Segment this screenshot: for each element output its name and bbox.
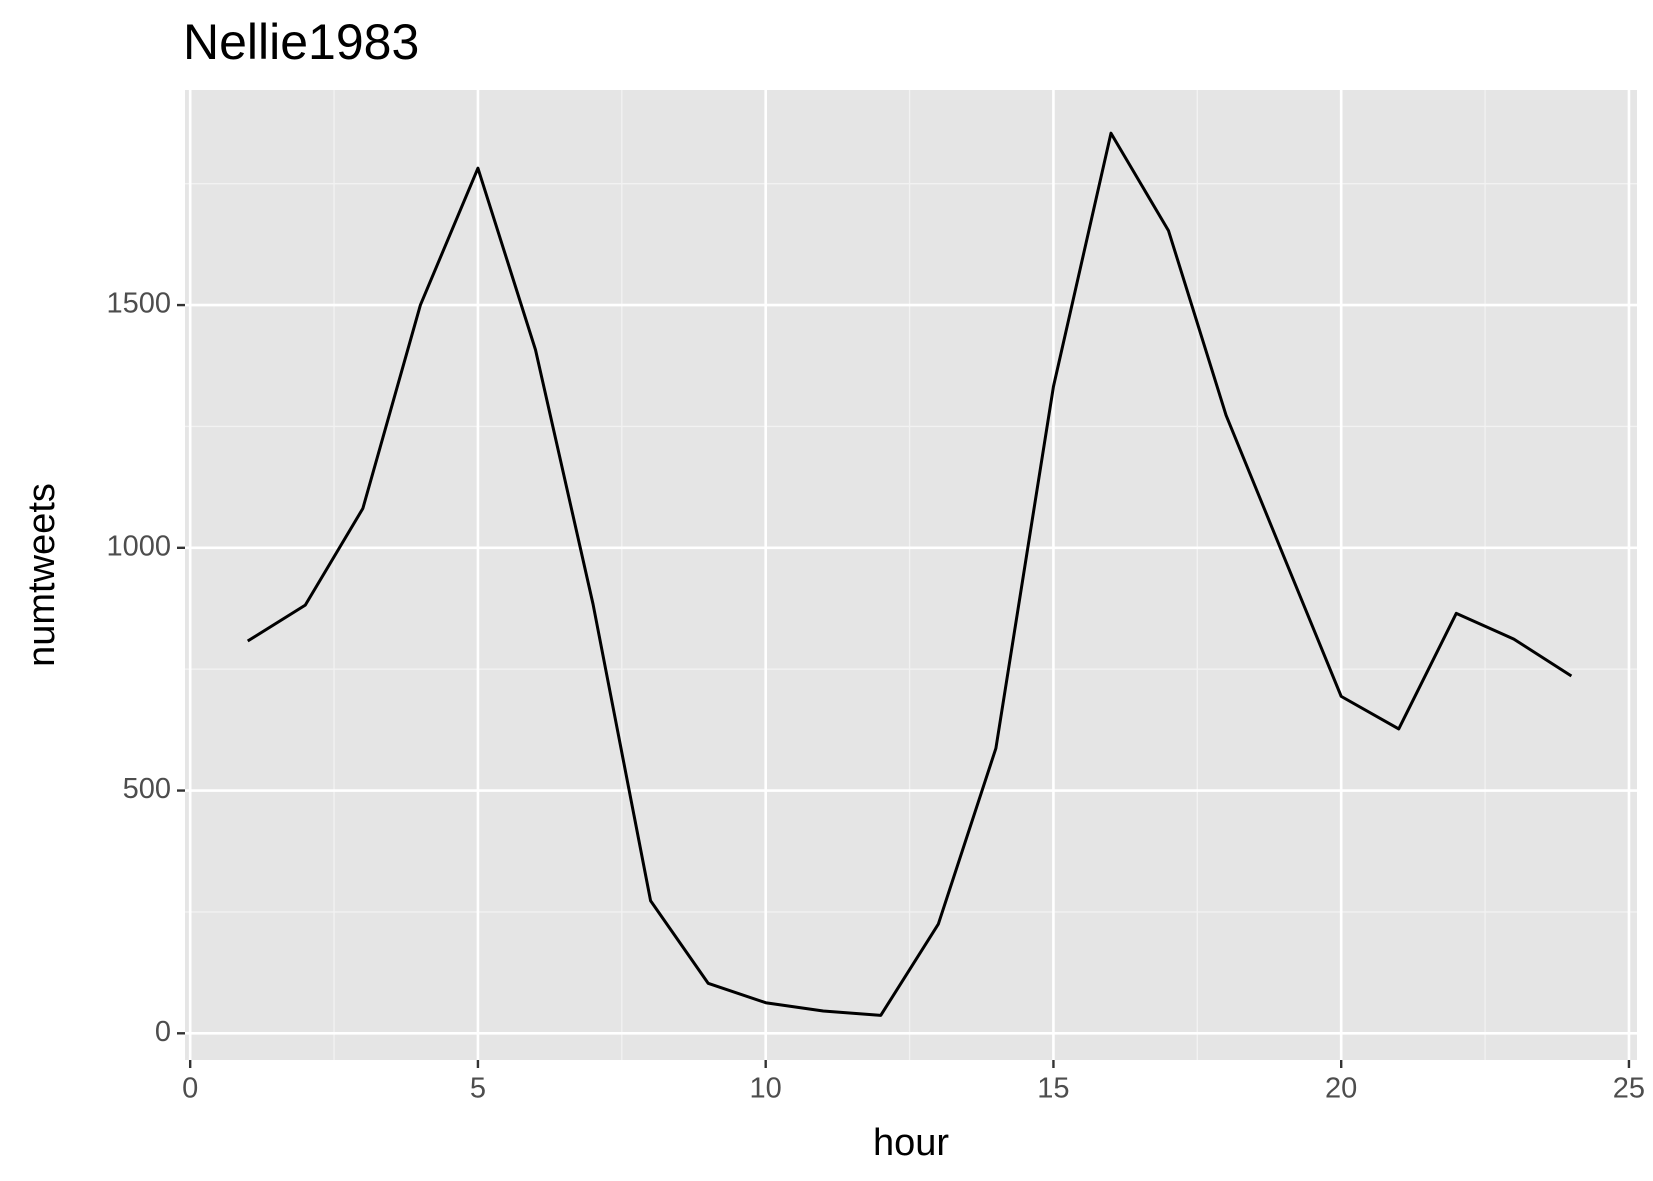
y-tick-label: 1500 <box>106 288 171 320</box>
y-axis-label: numtweets <box>21 483 63 667</box>
x-axis-label: hour <box>873 1122 949 1164</box>
y-tick-label: 1000 <box>106 530 171 562</box>
line-series <box>246 131 1573 1017</box>
x-tick-label: 20 <box>1325 1073 1357 1105</box>
y-tick-label: 0 <box>155 1016 171 1048</box>
x-tick-label: 0 <box>182 1073 198 1105</box>
x-tick-label: 15 <box>1037 1073 1069 1105</box>
chart-title: Nellie1983 <box>183 14 419 70</box>
x-tick-label: 25 <box>1613 1073 1645 1105</box>
x-tick-label: 10 <box>750 1073 782 1105</box>
x-tick-label: 5 <box>470 1073 486 1105</box>
plot-panel <box>185 90 1637 1060</box>
y-tick-label: 500 <box>123 773 171 805</box>
